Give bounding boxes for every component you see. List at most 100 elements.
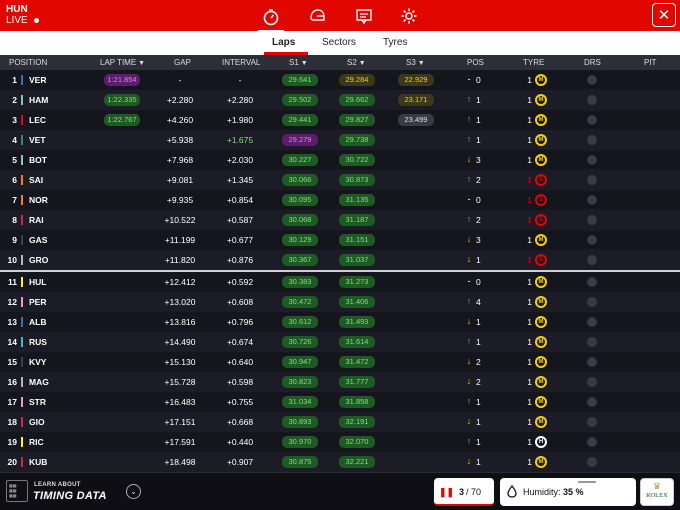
- col-interval[interactable]: INTERVAL: [222, 58, 261, 67]
- table-row[interactable]: 8 RAI +10.522 +0.587 30.068 31.187 ↑ 2 1 S: [0, 210, 680, 230]
- tyre-laps: 1: [527, 95, 532, 105]
- driver-code: GAS: [29, 235, 48, 245]
- col-pit[interactable]: PIT: [644, 58, 657, 67]
- team-color-bar: [21, 75, 23, 85]
- position-number: 1: [12, 75, 17, 85]
- tyre-compound-icon: M: [535, 234, 547, 246]
- driver-code: MAG: [29, 377, 49, 387]
- sector-2-time: 31.493: [339, 316, 375, 328]
- position-number: 6: [12, 175, 17, 185]
- sector-1-time: 30.367: [282, 254, 318, 266]
- table-row[interactable]: 11 HUL +12.412 +0.592 30.383 31.273 -0 1 M: [0, 272, 680, 292]
- tyre-compound-icon: H: [535, 436, 547, 448]
- tab-tyres[interactable]: Tyres: [383, 37, 408, 48]
- driver-code: ALB: [29, 317, 47, 327]
- table-row[interactable]: 4 VET +5.938 +1.675 29.279 29.738 ↑ 1 1 M: [0, 130, 680, 150]
- col-s1[interactable]: S1 ▼: [289, 58, 308, 67]
- table-row[interactable]: 16 MAG +15.728 +0.598 30.823 31.777 ↓ 2 1 M: [0, 372, 680, 392]
- tab-laps[interactable]: Laps: [272, 37, 296, 48]
- position-number: 20: [7, 457, 17, 467]
- table-row[interactable]: 6 SAI +9.081 +1.345 30.066 30.873 ↑ 2 1 S: [0, 170, 680, 190]
- team-color-bar: [21, 317, 23, 327]
- drs-indicator-icon: [587, 357, 597, 367]
- position-change: 0: [476, 195, 481, 205]
- drs-indicator-icon: [587, 215, 597, 225]
- interval-value: +0.907: [226, 457, 254, 467]
- col-tyre[interactable]: TYRE: [523, 58, 545, 67]
- chat-icon[interactable]: [351, 3, 377, 29]
- gap-value: +13.020: [164, 297, 196, 307]
- lap-time: 1:21.854: [104, 74, 140, 86]
- learn-about-label: LEARN ABOUT: [34, 482, 81, 488]
- position-change: 3: [476, 155, 481, 165]
- col-drs[interactable]: DRS: [584, 58, 601, 67]
- table-row[interactable]: 15 KVY +15.130 +0.640 30.947 31.472 ↓ 2 1 M: [0, 352, 680, 372]
- driver-code: LEC: [29, 115, 46, 125]
- sector-1-time: 30.095: [282, 194, 318, 206]
- col-pos[interactable]: POS: [467, 58, 484, 67]
- table-row[interactable]: 1 VER 1:21.854- -29.641 29.284 22.929-0 1 M: [0, 70, 680, 90]
- interval-value: -: [238, 75, 242, 85]
- learn-more-chevron-icon[interactable]: ⌄: [126, 484, 141, 499]
- table-row[interactable]: 7 NOR +9.935 +0.854 30.095 31.135 -0 1 S: [0, 190, 680, 210]
- pause-icon: ❚❚: [439, 487, 455, 497]
- drs-indicator-icon: [587, 195, 597, 205]
- interval-value: +0.592: [226, 277, 254, 287]
- tyre-laps: 1: [527, 277, 532, 287]
- tyre-laps: 1: [527, 337, 532, 347]
- table-row[interactable]: 2 HAM 1:22.335 +2.280 +2.280 29.502 29.662 23.1…: [0, 90, 680, 110]
- helmet-icon[interactable]: [304, 3, 330, 29]
- sector-2-time: 31.037: [339, 254, 375, 266]
- team-color-bar: [21, 397, 23, 407]
- col-position[interactable]: POSITION: [9, 58, 48, 67]
- col-s2-label: S2: [347, 58, 357, 67]
- drs-indicator-icon: [587, 297, 597, 307]
- weather-widget[interactable]: Humidity: 35 %: [500, 478, 636, 506]
- team-color-bar: [21, 95, 23, 105]
- tyre-laps: 1: [527, 215, 532, 225]
- chevron-down-icon: ▼: [300, 60, 308, 67]
- stopwatch-icon[interactable]: [258, 3, 284, 32]
- gap-value: +15.728: [164, 377, 196, 387]
- table-row[interactable]: 19 RIC +17.591 +0.440 30.970 32.070 ↑ 1 1 H: [0, 432, 680, 452]
- settings-icon[interactable]: [396, 3, 422, 29]
- table-row[interactable]: 9 GAS +11.199 +0.677 30.129 31.151 ↓ 3 1 M: [0, 230, 680, 250]
- table-row[interactable]: 3 LEC 1:22.767 +4.260 +1.980 29.441 29.827 23.4…: [0, 110, 680, 130]
- tab-sectors[interactable]: Sectors: [322, 37, 356, 48]
- sector-1-time: 30.383: [282, 276, 318, 288]
- close-button[interactable]: ✕: [652, 3, 676, 27]
- table-row[interactable]: 18 GIO +17.151 +0.668 30.893 32.191 ↓ 1 1 M: [0, 412, 680, 432]
- table-row[interactable]: 5 BOT +7.968 +2.030 30.227 30.722 ↓ 3 1 M: [0, 150, 680, 170]
- col-gap[interactable]: GAP: [174, 58, 191, 67]
- drag-handle[interactable]: [578, 481, 596, 483]
- team-color-bar: [21, 377, 23, 387]
- chevron-down-icon: ▼: [358, 60, 366, 67]
- driver-code: SAI: [29, 175, 44, 185]
- sector-1-time: 31.034: [282, 396, 318, 408]
- sector-1-time: 30.227: [282, 154, 318, 166]
- position-number: 15: [7, 357, 17, 367]
- driver-code: VET: [29, 135, 46, 145]
- table-row[interactable]: 17 STR +16.483 +0.755 31.034 31.858 ↑ 1 1 M: [0, 392, 680, 412]
- tyre-compound-icon: M: [535, 74, 547, 86]
- arrow-up-icon: ↑: [466, 336, 472, 346]
- sector-1-time: 29.279: [282, 134, 318, 146]
- table-row[interactable]: 14 RUS +14.490 +0.674 30.726 31.614 ↑ 1 1 M: [0, 332, 680, 352]
- gap-value: +12.412: [164, 277, 196, 287]
- table-row[interactable]: 12 PER +13.020 +0.608 30.472 31.406 ↑ 4 1 M: [0, 292, 680, 312]
- arrow-up-icon: ↑: [466, 134, 472, 144]
- position-number: 4: [12, 135, 17, 145]
- timing-data-logo-icon: ▦▦ ▦▦ ▦▦: [6, 480, 28, 502]
- driver-code: NOR: [29, 195, 48, 205]
- table-row[interactable]: 10 GRO +11.820 +0.876 30.367 31.037 ↓ 1 1 S: [0, 250, 680, 270]
- table-row[interactable]: 20 KUB +18.498 +0.907 30.875 32.221 ↓ 1 1 M: [0, 452, 680, 472]
- team-color-bar: [21, 175, 23, 185]
- col-s3[interactable]: S3 ▼: [406, 58, 425, 67]
- sector-2-time: 31.472: [339, 356, 375, 368]
- col-s2[interactable]: S2 ▼: [347, 58, 366, 67]
- table-row[interactable]: 13 ALB +13.816 +0.796 30.612 31.493 ↓ 1 1 M: [0, 312, 680, 332]
- sector-1-time: 30.875: [282, 456, 318, 468]
- arrow-down-icon: ↓: [466, 356, 472, 366]
- drs-indicator-icon: [587, 155, 597, 165]
- col-lap-time[interactable]: LAP TIME ▼: [100, 58, 145, 67]
